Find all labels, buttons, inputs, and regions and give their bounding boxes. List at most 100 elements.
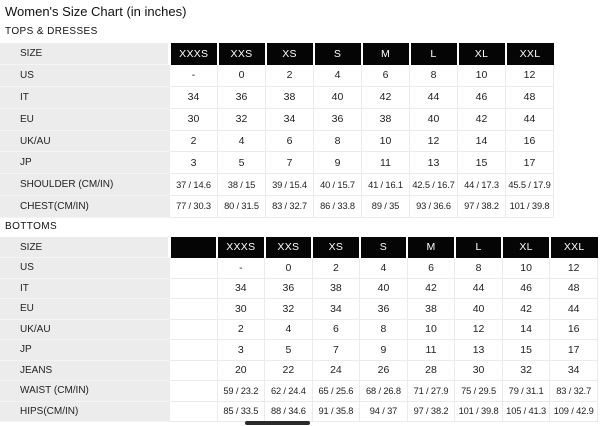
size-value-cell: 2 xyxy=(169,130,218,153)
size-value-cell: 97 / 38.2 xyxy=(406,401,455,422)
size-value-cell: 46 xyxy=(457,86,506,109)
size-value-cell: 86 / 33.8 xyxy=(313,195,362,218)
size-value-cell: 83 / 32.7 xyxy=(549,380,598,402)
size-value-cell: 4 xyxy=(217,130,266,153)
size-value-cell: 37 / 14.6 xyxy=(169,173,218,197)
size-value-cell: 5 xyxy=(217,151,266,175)
size-value-cell: 97 / 38.2 xyxy=(457,195,506,218)
size-value-cell: 8 xyxy=(359,319,408,340)
size-value-cell: 40 xyxy=(359,278,408,299)
row-label: US xyxy=(0,257,170,279)
tops-dresses-size-table: SIZE XXXS XXS XS S M L XL XXL US -0 2 4 6 8 10 12 IT 34 36 3… xyxy=(0,43,554,218)
size-value-cell: 44 xyxy=(454,278,503,299)
size-value-cell: 14 xyxy=(457,130,506,153)
size-column-header: XXXS xyxy=(216,237,265,258)
size-value-cell: 14 xyxy=(501,319,550,340)
row-label: IT xyxy=(0,86,170,109)
size-value-cell: 93 / 36.6 xyxy=(409,195,458,218)
size-value-cell: 42 xyxy=(501,298,550,320)
size-value-cell: 42 xyxy=(361,86,410,109)
size-value-cell: 40 xyxy=(313,86,362,109)
size-value-cell: 30 xyxy=(169,108,218,131)
size-value-cell: 38 xyxy=(361,108,410,131)
row-label: HIPS(CM/IN) xyxy=(0,401,170,422)
row-label: JEANS xyxy=(0,360,170,381)
table-row: HIPS(CM/IN) 85 / 33.5 88 / 34.6 91 / 35.8 94… xyxy=(0,401,598,422)
row-label: JP xyxy=(0,339,170,361)
size-value-cell: 39 / 15.4 xyxy=(265,173,314,197)
table-row: IT 34 36 38 40 42 44 46 48 xyxy=(0,86,554,109)
size-value-cell: 34 xyxy=(265,108,314,131)
size-value-cell: 44 xyxy=(505,108,554,131)
size-value-cell: 40 xyxy=(409,108,458,131)
size-value-cell: 36 xyxy=(217,86,266,109)
size-value-cell xyxy=(169,257,218,279)
size-value-cell: 68 / 26.8 xyxy=(359,380,408,402)
size-value-cell: 4 xyxy=(264,319,313,340)
size-value-cell: 10 xyxy=(501,257,550,279)
size-column-header: XXS xyxy=(263,237,313,258)
table-row: EU 30 32 34 36 38 40 42 44 xyxy=(0,108,554,131)
size-value-cell: 62 / 24.4 xyxy=(264,380,313,402)
table-row: IT 34 36 38 40 42 44 46 48 xyxy=(0,278,598,299)
size-value-cell: 75 / 29.5 xyxy=(454,380,503,402)
row-label: EU xyxy=(0,108,170,131)
table-row: UK/AU 2 4 6 8 10 12 14 16 xyxy=(0,130,554,153)
size-value-cell: 10 xyxy=(406,319,455,340)
size-column-header xyxy=(168,237,218,258)
size-value-cell: 65 / 25.6 xyxy=(311,380,360,402)
table-row: SHOULDER (CM/IN) 37 / 14.6 38 / 15 39 / 15.… xyxy=(0,173,554,197)
size-column-header: L xyxy=(453,237,503,258)
size-value-cell: 30 xyxy=(454,360,503,381)
size-value-cell: 40 / 15.7 xyxy=(313,173,362,197)
size-value-cell: 5 xyxy=(264,339,313,361)
size-value-cell: 4 xyxy=(359,257,408,279)
size-value-cell: 101 / 39.8 xyxy=(505,195,554,218)
size-column-header: S xyxy=(312,43,362,65)
size-column-header: S xyxy=(358,237,408,258)
size-value-cell: 88 / 34.6 xyxy=(264,401,313,422)
size-column-header: L xyxy=(408,43,458,65)
size-value-cell xyxy=(169,360,218,381)
row-label: CHEST(CM/IN) xyxy=(0,195,170,218)
size-value-cell: 6 xyxy=(361,64,410,88)
size-value-cell: 45.5 / 17.9 xyxy=(505,173,554,197)
size-column-header: XXL xyxy=(504,43,554,65)
size-value-cell xyxy=(169,278,218,299)
size-value-cell: 41 / 16.1 xyxy=(361,173,410,197)
size-value-cell: 10 xyxy=(457,64,506,88)
size-value-cell: 11 xyxy=(406,339,455,361)
size-value-cell: 7 xyxy=(311,339,360,361)
size-value-cell: 22 xyxy=(264,360,313,381)
size-value-cell: 15 xyxy=(501,339,550,361)
row-label: WAIST (CM/IN) xyxy=(0,380,170,402)
size-value-cell: 85 / 33.5 xyxy=(216,401,265,422)
size-value-cell: 8 xyxy=(409,64,458,88)
size-value-cell: 0 xyxy=(217,64,266,88)
size-value-cell: 80 / 31.5 xyxy=(217,195,266,218)
page-title: Women's Size Chart (in inches) xyxy=(5,4,187,19)
size-value-cell: 6 xyxy=(406,257,455,279)
row-label: IT xyxy=(0,278,170,299)
size-column-header: M xyxy=(406,237,455,258)
table-row: UK/AU 2 4 6 8 10 12 14 16 xyxy=(0,319,598,340)
size-value-cell: 3 xyxy=(169,151,218,175)
size-value-cell: 6 xyxy=(265,130,314,153)
size-value-cell: 17 xyxy=(505,151,554,175)
size-column-header: XL xyxy=(456,43,506,65)
size-value-cell: 89 / 35 xyxy=(361,195,410,218)
size-value-cell: 38 / 15 xyxy=(217,173,266,197)
size-value-cell: 48 xyxy=(549,278,598,299)
size-value-cell: 3 xyxy=(216,339,265,361)
horizontal-scrollbar-thumb[interactable] xyxy=(245,421,310,425)
size-value-cell: 34 xyxy=(311,298,360,320)
size-value-cell: 6 xyxy=(311,319,360,340)
size-value-cell xyxy=(169,380,218,402)
size-value-cell: 109 / 42.9 xyxy=(549,401,598,422)
row-label: SHOULDER (CM/IN) xyxy=(0,173,170,197)
size-value-cell: 71 / 27.9 xyxy=(406,380,455,402)
size-value-cell: 9 xyxy=(313,151,362,175)
size-value-cell: - xyxy=(169,64,218,88)
table-row: JP 3 5 7 9 11 13 15 17 xyxy=(0,151,554,175)
size-value-cell: 8 xyxy=(454,257,503,279)
